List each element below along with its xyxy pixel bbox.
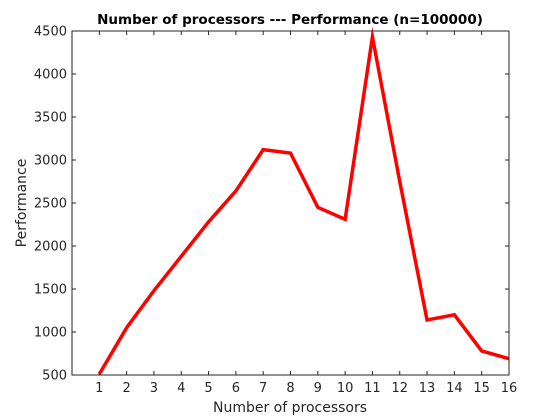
- x-tick-label: 7: [259, 381, 267, 396]
- chart-title: Number of processors --- Performance (n=…: [97, 12, 483, 28]
- x-tick-label: 6: [232, 381, 240, 396]
- x-tick-label: 16: [501, 381, 518, 396]
- y-tick-label: 1500: [34, 283, 67, 298]
- y-tick-label: 4000: [34, 68, 67, 83]
- x-tick-label: 2: [122, 381, 130, 396]
- y-tick-label: 4500: [34, 25, 67, 40]
- x-tick-label: 8: [286, 381, 294, 396]
- x-tick-label: 13: [419, 381, 436, 396]
- y-tick-label: 500: [42, 369, 67, 384]
- y-tick-label: 2000: [34, 240, 67, 255]
- y-axis-label: Performance: [14, 159, 30, 248]
- x-axis-ticks: 1 2 3 4 5 6 7 8 9 10 11 12 13 14 15 16: [95, 31, 517, 396]
- x-tick-label: 10: [337, 381, 354, 396]
- x-tick-label: 11: [364, 381, 381, 396]
- y-tick-label: 2500: [34, 197, 67, 212]
- x-tick-label: 9: [314, 381, 322, 396]
- x-tick-label: 3: [150, 381, 158, 396]
- y-tick-label: 3500: [34, 111, 67, 126]
- y-tick-label: 3000: [34, 154, 67, 169]
- x-tick-label: 1: [95, 381, 103, 396]
- x-axis-label: Number of processors: [213, 400, 367, 416]
- plot-background: [72, 31, 509, 375]
- series-line: [97, 26, 510, 376]
- x-tick-label: 5: [204, 381, 212, 396]
- plot-frame: [71, 30, 510, 376]
- x-tick-label: 14: [446, 381, 463, 396]
- y-axis-ticks: 500 1000 1500 2000 2500 3000 3500 4000 4500: [34, 25, 509, 384]
- y-tick-label: 1000: [34, 326, 67, 341]
- x-tick-label: 15: [473, 381, 490, 396]
- series-group: [97, 26, 510, 376]
- x-tick-label: 4: [177, 381, 185, 396]
- x-tick-label: 12: [391, 381, 408, 396]
